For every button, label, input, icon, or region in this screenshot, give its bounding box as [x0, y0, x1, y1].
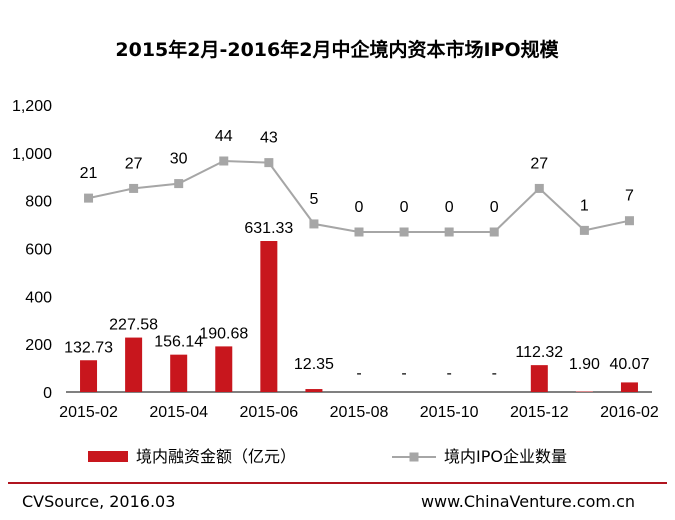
x-tick-label: 2015-06 — [239, 404, 298, 421]
bar-value-label: - — [401, 365, 406, 382]
line-value-label: 0 — [400, 199, 409, 216]
line-marker — [444, 227, 454, 237]
line-marker — [84, 193, 94, 203]
line-value-label: 30 — [170, 151, 188, 168]
line-series — [88, 159, 630, 233]
line-value-label: 21 — [80, 165, 98, 182]
legend-line-label: 境内IPO企业数量 — [444, 447, 567, 466]
legend-line-marker — [409, 452, 419, 462]
bar — [620, 382, 638, 392]
line-marker — [624, 216, 634, 226]
x-tick-label: 2015-04 — [149, 404, 208, 421]
x-tick-label: 2015-08 — [330, 404, 389, 421]
line-value-label: 0 — [490, 199, 499, 216]
x-tick-label: 2015-02 — [59, 404, 118, 421]
bar-value-label: 1.90 — [569, 356, 600, 373]
x-tick-label: 2015-12 — [510, 404, 569, 421]
line-marker — [354, 227, 364, 237]
bar-value-label: 132.73 — [64, 339, 113, 356]
y-tick-label: 600 — [25, 242, 52, 259]
line-marker — [579, 225, 589, 235]
x-tick-label: 2015-10 — [420, 404, 479, 421]
line-value-label: 5 — [309, 191, 318, 208]
line-value-label: 43 — [260, 130, 278, 147]
chart-title: 2015年2月-2016年2月中企境内资本市场IPO规模 — [115, 38, 559, 61]
line-marker — [489, 227, 499, 237]
bar-value-label: 112.32 — [515, 344, 563, 361]
line-value-label: 1 — [580, 197, 589, 214]
bar — [260, 241, 278, 392]
line-value-label: 7 — [625, 188, 634, 205]
footer-website: www.ChinaVenture.com.cn — [420, 492, 635, 511]
legend-bar-label: 境内融资金额（亿元） — [136, 447, 296, 466]
bar-value-label: - — [446, 365, 451, 382]
bar-value-label: 40.07 — [609, 356, 649, 373]
bar-value-label: 631.33 — [244, 220, 293, 237]
line-marker — [534, 183, 544, 193]
y-tick-label: 200 — [25, 337, 52, 354]
footer-divider — [8, 482, 667, 484]
line-marker — [309, 219, 319, 229]
x-tick-label: 2016-02 — [600, 404, 659, 421]
bar-value-label: 12.35 — [294, 356, 334, 373]
line-value-label: 27 — [530, 155, 548, 172]
bar — [125, 337, 143, 392]
legend-bar-swatch — [88, 451, 128, 462]
y-tick-label: 1,000 — [12, 146, 52, 163]
bar-value-label: 156.14 — [154, 334, 203, 351]
bar-value-label: 227.58 — [109, 317, 158, 334]
y-tick-label: 800 — [25, 194, 52, 211]
bar-value-label: - — [356, 365, 361, 382]
line-marker — [174, 179, 184, 189]
line-marker — [264, 158, 274, 168]
bar-value-label: - — [492, 365, 497, 382]
y-tick-label: 1,200 — [12, 98, 52, 115]
bar — [80, 360, 98, 392]
line-value-label: 27 — [125, 155, 143, 172]
line-value-label: 44 — [215, 128, 233, 145]
bar-value-label: 190.68 — [199, 325, 248, 342]
bar — [170, 354, 188, 392]
bar — [305, 389, 323, 392]
footer-source: CVSource, 2016.03 — [22, 492, 176, 511]
line-value-label: 0 — [355, 199, 364, 216]
bar — [530, 365, 548, 392]
line-marker — [219, 156, 229, 166]
y-tick-label: 400 — [25, 289, 52, 306]
line-value-label: 0 — [445, 199, 454, 216]
line-marker — [129, 183, 139, 193]
line-marker — [399, 227, 409, 237]
y-tick-label: 0 — [43, 385, 52, 402]
bar — [215, 346, 233, 392]
